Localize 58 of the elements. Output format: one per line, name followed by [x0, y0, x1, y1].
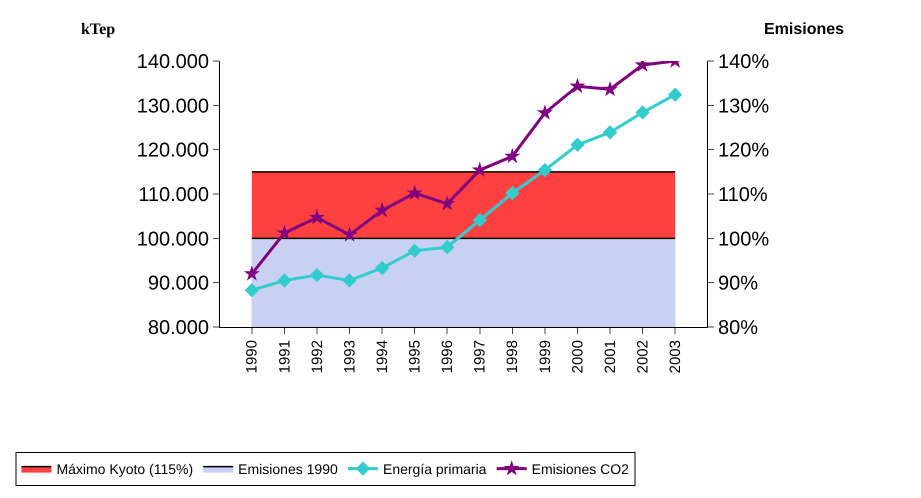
- point: [406, 184, 423, 200]
- y-tick-label: 130.000: [136, 95, 209, 118]
- point: [504, 148, 520, 164]
- point: [342, 273, 357, 288]
- point: [244, 265, 260, 281]
- y-tick-label: 90.000: [148, 272, 209, 295]
- point: [668, 88, 682, 102]
- point: [635, 105, 650, 120]
- point: [374, 202, 390, 218]
- point: [602, 80, 618, 96]
- y2-tick-label: 80%: [718, 317, 758, 339]
- point: [244, 283, 259, 298]
- x-tick-label: 1997: [472, 340, 489, 374]
- x-tick-label: 2002: [634, 340, 652, 374]
- x-tick-label: 1998: [504, 340, 522, 374]
- y-tick-label: 80.000: [148, 317, 209, 339]
- legend-label: Máximo Kyoto (115%): [56, 461, 194, 478]
- point: [408, 244, 422, 258]
- legend-label: Emisiones CO2: [532, 461, 630, 478]
- point: [308, 209, 325, 224]
- x-tick-label: 1991: [276, 340, 294, 374]
- x-tick-label: 1995: [406, 340, 424, 374]
- point: [536, 104, 553, 120]
- point: [440, 240, 454, 254]
- point: [374, 260, 390, 276]
- y-tick-label: 140.000: [136, 51, 209, 73]
- y-tick-label: 120.000: [136, 140, 209, 162]
- y2-tick-label: 100%: [718, 228, 770, 250]
- x-tick-label: 2001: [602, 340, 619, 374]
- x-tick-label: 1990: [244, 340, 261, 374]
- point: [310, 268, 324, 282]
- x-tick-label: 2000: [569, 340, 586, 374]
- x-tick-label: 2003: [667, 340, 684, 374]
- point: [472, 213, 487, 228]
- point: [569, 78, 586, 94]
- legend-label: Emisiones 1990: [238, 461, 338, 478]
- y2-tick-label: 120%: [718, 140, 770, 162]
- point: [570, 138, 585, 152]
- y2-axis-title: Emisiones: [764, 21, 844, 38]
- y-tick-label: 110.000: [138, 184, 209, 206]
- legend-label: Energía primaria: [382, 461, 487, 478]
- point: [538, 162, 552, 178]
- y2-tick-label: 110%: [718, 184, 768, 206]
- y2-tick-label: 90%: [718, 272, 758, 295]
- y2-tick-label: 130%: [718, 95, 770, 118]
- x-tick-label: 1992: [308, 340, 326, 374]
- point: [276, 224, 292, 240]
- y-tick-label: 100.000: [136, 228, 209, 250]
- point: [277, 273, 292, 288]
- x-tick-label: 1996: [439, 340, 456, 374]
- x-tick-label: 1999: [536, 340, 554, 374]
- point: [602, 125, 618, 140]
- y-axis-title: kTep: [81, 21, 116, 38]
- point: [505, 186, 520, 200]
- y2-tick-label: 140%: [718, 51, 770, 73]
- x-tick-label: 1994: [374, 340, 391, 374]
- x-tick-label: 1993: [341, 340, 358, 374]
- point: [342, 226, 358, 242]
